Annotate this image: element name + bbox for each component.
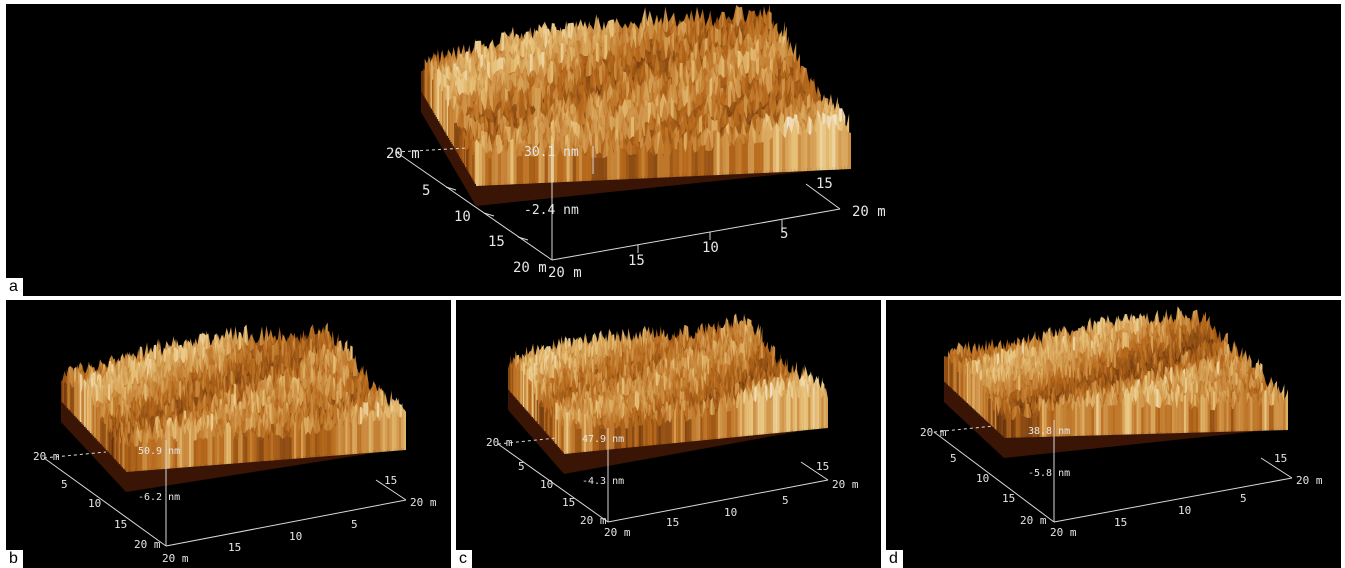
left-axis-label-a-1: 5 [422, 183, 430, 199]
left-axis-label-a-2: 10 [454, 209, 471, 225]
bottom-axis-label-a-2: 10 [702, 240, 719, 256]
bottom-axis-label-a-1: 15 [628, 253, 645, 269]
left-axis-label-b-2: 10 [88, 497, 101, 510]
bottom-axis-label-b-4: 20 m [410, 496, 437, 509]
axes-d [933, 420, 1293, 523]
left-axis-label-c-0: 20 m [486, 436, 513, 449]
left-axis-label-c-3: 15 [562, 496, 575, 509]
z-bottom-label-c: -4.3 nm [582, 476, 624, 487]
afm-surface-plot-a: 30.1 nm -2.4 nm 20 m 5 10 15 20 m 20 m 1… [386, 4, 886, 281]
bottom-axis-label-c-0: 20 m [604, 526, 631, 539]
afm-panel-c: 47.9 nm -4.3 nm 20 m 5 10 15 20 m 20 m 1… [456, 300, 881, 568]
afm-panel-a: 30.1 nm -2.4 nm 20 m 5 10 15 20 m 20 m 1… [6, 4, 1341, 296]
z-bottom-label-b: -6.2 nm [138, 492, 180, 503]
bottom-axis-label-a-0: 20 m [548, 265, 582, 281]
panel-label-c: c [456, 550, 472, 568]
left-axis-label-c-1: 5 [518, 460, 525, 473]
left-axis-label-c-4: 20 m [580, 514, 607, 527]
right-tick-label-d: 15 [1274, 452, 1287, 465]
z-top-label-c: 47.9 nm [582, 434, 624, 445]
afm-surface-plot-b: 50.9 nm -6.2 nm 20 m 5 10 15 20 m 20 m 1… [33, 322, 437, 565]
bottom-axis-label-c-1: 15 [666, 516, 679, 529]
left-axis-label-b-1: 5 [61, 478, 68, 491]
z-bottom-label-a: -2.4 nm [524, 203, 579, 218]
left-axis-label-d-0: 20 m [920, 426, 947, 439]
bottom-axis-label-b-3: 5 [351, 518, 358, 531]
axes-a [395, 144, 841, 261]
left-axis-label-a-0: 20 m [386, 146, 420, 162]
bottom-axis-label-d-1: 15 [1114, 516, 1127, 529]
left-axis-label-d-4: 20 m [1020, 514, 1047, 527]
left-axis-label-d-2: 10 [976, 472, 989, 485]
right-tick-label-b: 15 [384, 474, 397, 487]
bottom-axis-label-b-1: 15 [228, 541, 241, 554]
bottom-axis-label-c-3: 5 [782, 494, 789, 507]
afm-surface-plot-c: 47.9 nm -4.3 nm 20 m 5 10 15 20 m 20 m 1… [486, 313, 859, 539]
left-axis-label-c-2: 10 [540, 478, 553, 491]
afm-panel-d: 38.8 nm -5.8 nm 20 m 5 10 15 20 m 20 m 1… [886, 300, 1341, 568]
left-axis-label-d-3: 15 [1002, 492, 1015, 505]
afm-panel-b: 50.9 nm -6.2 nm 20 m 5 10 15 20 m 20 m 1… [6, 300, 451, 568]
bottom-axis-label-c-4: 20 m [832, 478, 859, 491]
left-axis-label-b-3: 15 [114, 518, 127, 531]
z-top-label-b: 50.9 nm [138, 446, 180, 457]
z-top-label-a: 30.1 nm [524, 145, 579, 160]
surface-d [944, 306, 1288, 458]
left-axis-label-b-4: 20 m [134, 538, 161, 551]
panel-label-b: b [6, 550, 23, 568]
panel-label-d: d [886, 550, 903, 568]
right-tick-label-c: 15 [816, 460, 829, 473]
left-axis-label-a-3: 15 [488, 234, 505, 250]
afm-surface-plot-d: 38.8 nm -5.8 nm 20 m 5 10 15 20 m 20 m 1… [920, 306, 1323, 539]
surface-c [508, 313, 828, 474]
axes-b [43, 440, 407, 547]
z-bottom-label-d: -5.8 nm [1028, 468, 1070, 479]
axes-c [497, 428, 829, 523]
bottom-axis-label-b-0: 20 m [162, 552, 189, 565]
bottom-axis-label-c-2: 10 [724, 506, 737, 519]
left-axis-label-b-0: 20 m [33, 450, 60, 463]
bottom-axis-label-a-3: 5 [780, 226, 788, 242]
surface-a [421, 4, 851, 206]
bottom-axis-label-d-0: 20 m [1050, 526, 1077, 539]
bottom-axis-label-d-2: 10 [1178, 504, 1191, 517]
left-axis-label-d-1: 5 [950, 452, 957, 465]
bottom-axis-label-b-2: 10 [289, 530, 302, 543]
bottom-axis-label-d-3: 5 [1240, 492, 1247, 505]
left-axis-label-a-4: 20 m [513, 260, 547, 276]
right-tick-label-a: 15 [816, 176, 833, 192]
surface-b [61, 322, 406, 492]
z-top-label-d: 38.8 nm [1028, 426, 1070, 437]
bottom-axis-label-d-4: 20 m [1296, 474, 1323, 487]
bottom-axis-label-a-4: 20 m [852, 204, 886, 220]
panel-label-a: a [6, 278, 23, 296]
